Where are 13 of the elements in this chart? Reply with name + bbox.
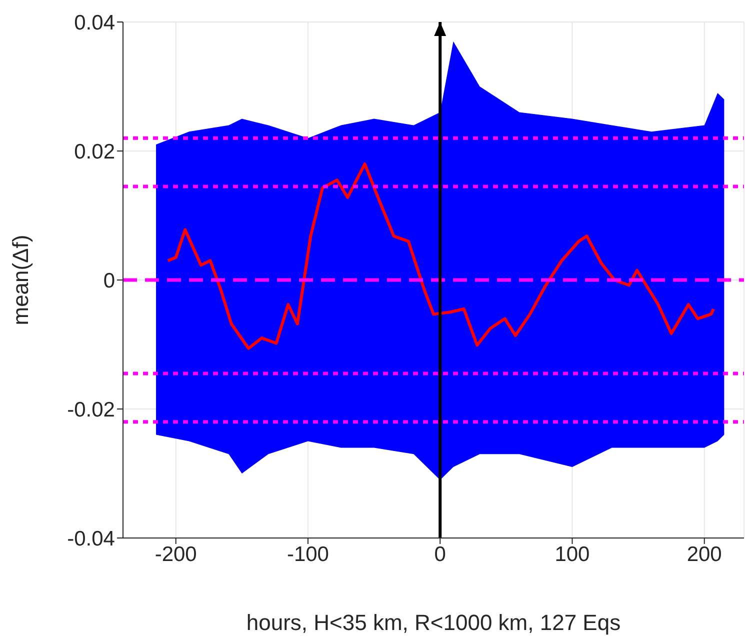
y-tick-label: -0.04	[67, 527, 116, 550]
y-tick-label: 0.02	[74, 140, 115, 164]
x-tick-label: -100	[286, 542, 329, 566]
x-tick-label: 100	[554, 542, 590, 566]
x-axis-title: hours, H<35 km, R<1000 km, 127 Eqs	[246, 610, 621, 635]
x-tick-label: -200	[154, 542, 197, 566]
line-series	[166, 162, 716, 350]
y-axis-title: mean(Δf)	[8, 234, 33, 326]
y-tick-label: -0.02	[67, 398, 115, 422]
y-tick-label: 0	[103, 269, 115, 292]
x-tick-label: 200	[686, 542, 722, 566]
y-tick-label: 0.04	[74, 11, 116, 34]
x-tick-label: 0	[434, 542, 446, 566]
